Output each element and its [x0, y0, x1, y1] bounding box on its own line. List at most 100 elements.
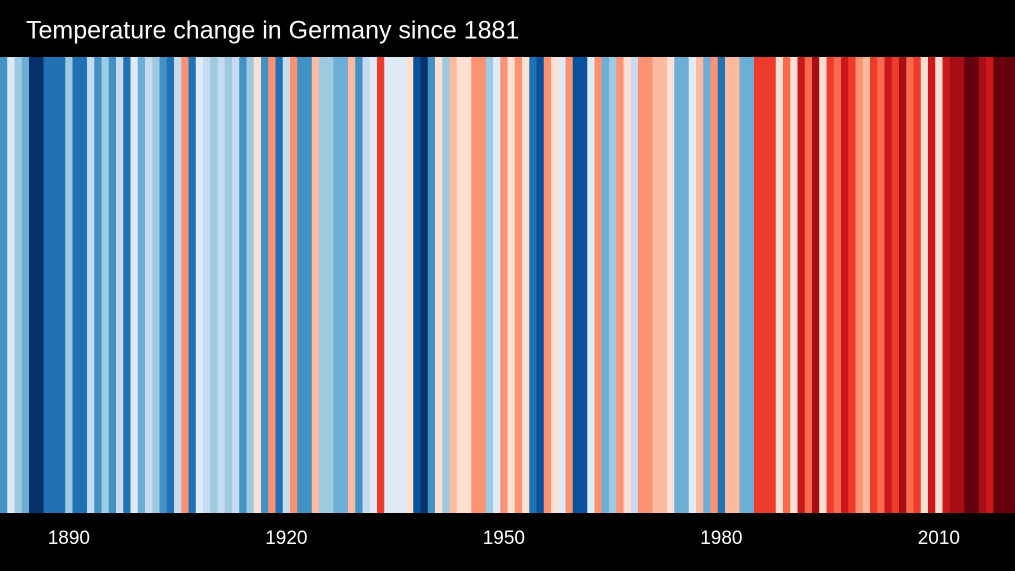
- stripe: [304, 57, 313, 513]
- stripe: [58, 57, 66, 513]
- stripe: [630, 57, 639, 513]
- stripe: [449, 57, 458, 513]
- stripe: [804, 57, 813, 513]
- stripe: [478, 57, 487, 513]
- stripe: [529, 57, 537, 513]
- stripe: [94, 57, 102, 513]
- stripe: [855, 57, 864, 513]
- stripe: [130, 57, 139, 513]
- stripe: [261, 57, 269, 513]
- stripe: [703, 57, 711, 513]
- stripe: [1007, 57, 1015, 513]
- stripe: [913, 57, 922, 513]
- stripe: [739, 57, 748, 513]
- stripe: [507, 57, 516, 513]
- stripe: [906, 57, 914, 513]
- stripe: [275, 57, 284, 513]
- stripe: [536, 57, 545, 513]
- stripe: [116, 57, 124, 513]
- stripe: [384, 57, 392, 513]
- stripe: [870, 57, 878, 513]
- stripe: [217, 57, 226, 513]
- stripe: [558, 57, 566, 513]
- stripe: [406, 57, 414, 513]
- stripe: [188, 57, 197, 513]
- stripe: [72, 57, 81, 513]
- stripe: [732, 57, 740, 513]
- stripe: [601, 57, 610, 513]
- stripe: [848, 57, 856, 513]
- stripe: [638, 57, 646, 513]
- stripe: [594, 57, 603, 513]
- stripe: [645, 57, 653, 513]
- stripe: [268, 57, 276, 513]
- stripe: [862, 57, 871, 513]
- stripe: [79, 57, 88, 513]
- stripe: [224, 57, 233, 513]
- stripe: [899, 57, 907, 513]
- stripe: [398, 57, 407, 513]
- x-tick-label: 1890: [48, 528, 90, 549]
- stripe: [369, 57, 378, 513]
- stripe: [551, 57, 559, 513]
- stripe: [920, 57, 929, 513]
- stripe: [957, 57, 965, 513]
- stripe: [87, 57, 95, 513]
- stripe: [986, 57, 994, 513]
- stripe: [659, 57, 668, 513]
- stripe: [935, 57, 943, 513]
- x-tick-label: 1980: [700, 528, 742, 549]
- stripe: [195, 57, 204, 513]
- stripe: [297, 57, 305, 513]
- stripe: [572, 57, 581, 513]
- stripe: [420, 57, 429, 513]
- x-tick-label: 1950: [483, 528, 525, 549]
- stripe: [108, 57, 117, 513]
- stripe: [246, 57, 255, 513]
- stripe: [710, 57, 719, 513]
- stripe: [159, 57, 168, 513]
- x-tick-label: 2010: [918, 528, 960, 549]
- stripe: [775, 57, 784, 513]
- stripe: [50, 57, 59, 513]
- stripe: [464, 57, 472, 513]
- stripe: [580, 57, 588, 513]
- stripe: [797, 57, 806, 513]
- stripe: [340, 57, 349, 513]
- stripe: [333, 57, 342, 513]
- stripe: [413, 57, 421, 513]
- stripe: [928, 57, 936, 513]
- stripe: [7, 57, 15, 513]
- stripe: [319, 57, 327, 513]
- stripe: [971, 57, 980, 513]
- stripe: [485, 57, 494, 513]
- stripe: [696, 57, 704, 513]
- stripe: [891, 57, 900, 513]
- stripe: [587, 57, 595, 513]
- stripe: [768, 57, 777, 513]
- stripe: [442, 57, 450, 513]
- stripe: [456, 57, 465, 513]
- stripe: [29, 57, 37, 513]
- stripe: [609, 57, 617, 513]
- stripe: [826, 57, 835, 513]
- stripe: [884, 57, 893, 513]
- stripe: [717, 57, 726, 513]
- stripe: [36, 57, 44, 513]
- stripe: [145, 57, 153, 513]
- stripe: [667, 57, 675, 513]
- stripe: [377, 57, 385, 513]
- stripe: [754, 57, 762, 513]
- x-tick-label: 1920: [265, 528, 307, 549]
- stripe: [435, 57, 443, 513]
- stripe: [166, 57, 175, 513]
- stripe: [123, 57, 131, 513]
- stripe: [174, 57, 182, 513]
- stripe: [239, 57, 247, 513]
- stripe: [152, 57, 160, 513]
- stripe: [21, 57, 30, 513]
- stripe: [14, 57, 23, 513]
- stripe: [203, 57, 211, 513]
